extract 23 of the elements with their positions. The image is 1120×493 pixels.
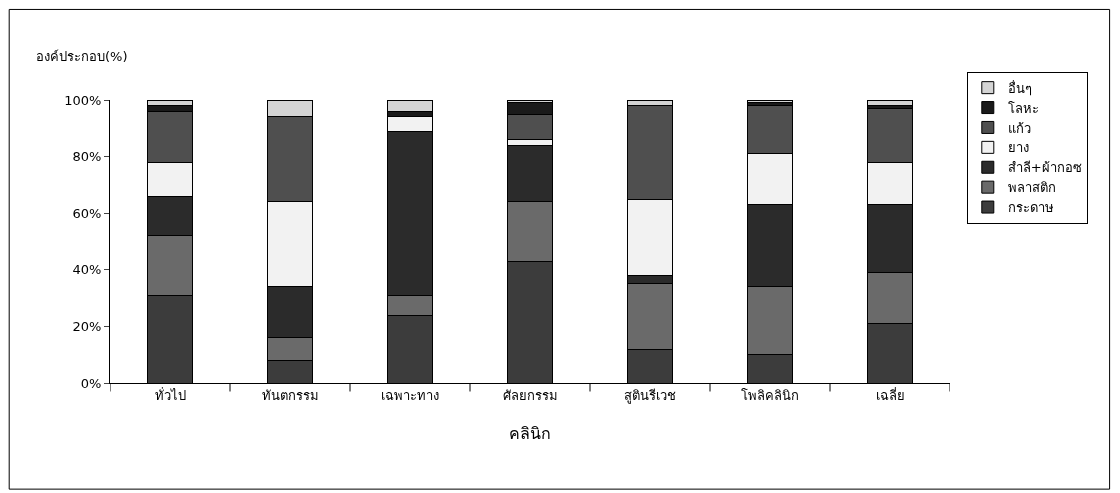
legend-label: กระดาษ [1007, 200, 1054, 216]
y-tick-label: 80% [72, 149, 102, 165]
x-tick-label: สูตินรีเวช [624, 387, 676, 404]
legend-label: โลหะ [1007, 100, 1039, 116]
x-tick-label: โพลิคลินิก [741, 387, 799, 403]
legend-label: สำลี+ผ้ากอซ [1007, 160, 1082, 176]
x-tick-label: ทั่วไป [154, 386, 186, 403]
x-tick-label: ศัลยกรรม [502, 387, 558, 403]
x-axis-title: คลินิก [509, 424, 551, 444]
legend-label: ยาง [1007, 140, 1029, 156]
x-tick-label: เฉลี่ย [875, 386, 905, 403]
bar [866, 100, 914, 107]
x-tick-label: ทันตกรรม [261, 387, 319, 403]
y-tick-label: 0% [80, 375, 102, 391]
y-tick-label: 100% [64, 92, 102, 108]
x-tick-label: เฉพาะทาง [381, 387, 439, 403]
y-tick-label: 60% [72, 205, 102, 221]
y-tick-label: 40% [72, 262, 102, 278]
legend-label: อื่นๆ [1007, 79, 1032, 96]
legend-label: พลาสติก [1007, 180, 1056, 196]
y-tick-label: 20% [72, 318, 102, 334]
legend-label: แก้ว [1007, 120, 1031, 136]
y-axis-title: องค์ประกอบ(%) [36, 49, 128, 64]
